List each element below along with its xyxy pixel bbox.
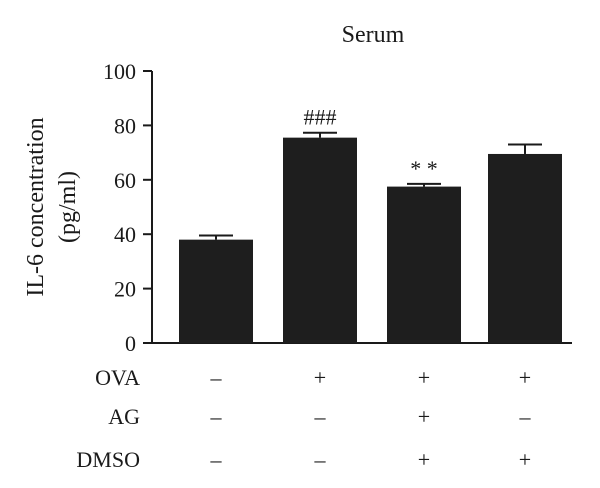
condition-sign: + — [314, 365, 326, 390]
significance-annotation: * * — [410, 156, 438, 181]
condition-label-ova: OVA — [95, 365, 140, 390]
y-tick-label: 60 — [114, 168, 136, 193]
condition-sign: + — [519, 365, 531, 390]
condition-sign: – — [314, 447, 327, 472]
y-tick-label: 80 — [114, 113, 136, 138]
y-axis-label: IL-6 concentration (pg/ml) — [23, 117, 81, 296]
chart-title: Serum — [342, 22, 405, 48]
condition-sign: – — [210, 447, 223, 472]
condition-sign: + — [519, 447, 531, 472]
condition-sign: – — [210, 365, 223, 390]
y-tick-label: 40 — [114, 222, 136, 247]
significance-annotation: ### — [304, 105, 337, 130]
condition-sign: – — [314, 404, 327, 429]
condition-label-ag: AG — [108, 404, 140, 429]
y-tick-label: 0 — [125, 331, 136, 356]
y-axis-label-line-2: (pg/ml) — [55, 171, 81, 243]
condition-table: OVA – + + + AG – – + – DMSO – – + + — [76, 365, 531, 472]
condition-sign: + — [418, 365, 430, 390]
condition-sign: – — [519, 404, 532, 429]
bar — [488, 153, 562, 343]
bars: ### * * — [179, 105, 562, 343]
bar — [179, 239, 253, 343]
bar — [387, 186, 461, 343]
condition-sign: + — [418, 404, 430, 429]
y-tick-label: 20 — [114, 277, 136, 302]
condition-sign: – — [210, 404, 223, 429]
y-axis-label-line-1: IL-6 concentration — [23, 117, 49, 296]
condition-label-dmso: DMSO — [76, 447, 140, 472]
y-tick-label: 100 — [103, 59, 136, 84]
condition-sign: + — [418, 447, 430, 472]
bar — [283, 137, 357, 343]
